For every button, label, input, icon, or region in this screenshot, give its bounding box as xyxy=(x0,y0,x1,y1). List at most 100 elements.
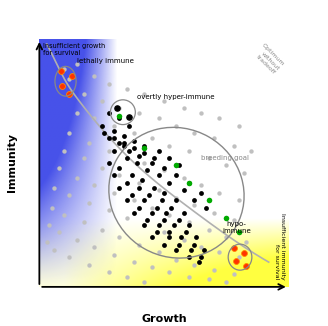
Point xyxy=(231,217,236,223)
Point xyxy=(199,190,204,195)
Point xyxy=(107,160,112,166)
Point xyxy=(67,131,72,136)
Point xyxy=(116,173,122,178)
Point xyxy=(67,76,72,82)
Point xyxy=(186,255,192,260)
Point xyxy=(181,175,187,181)
Point xyxy=(161,242,167,247)
Point xyxy=(171,222,176,228)
Point xyxy=(127,114,132,120)
Point xyxy=(112,148,117,153)
Point xyxy=(166,156,172,161)
Point xyxy=(191,131,196,136)
Point xyxy=(141,143,147,148)
Point xyxy=(67,255,72,260)
Text: hypo-
immune: hypo- immune xyxy=(222,221,251,234)
Point xyxy=(116,113,122,119)
Point xyxy=(236,255,241,260)
Text: overtly hyper-immune: overtly hyper-immune xyxy=(136,94,214,100)
Point xyxy=(112,173,117,178)
Point xyxy=(74,237,79,243)
Point xyxy=(141,222,147,228)
Point xyxy=(236,123,241,128)
Point xyxy=(136,242,142,247)
Point xyxy=(112,136,117,141)
Point xyxy=(174,257,179,262)
Point xyxy=(176,163,182,168)
Point xyxy=(149,205,154,210)
Point xyxy=(132,210,137,215)
Point xyxy=(166,143,172,148)
Point xyxy=(139,178,144,183)
Text: Growth: Growth xyxy=(141,314,187,324)
Point xyxy=(132,131,137,136)
Point xyxy=(166,269,172,274)
Point xyxy=(136,111,142,116)
Point xyxy=(124,180,129,185)
Point xyxy=(82,91,87,96)
Point xyxy=(116,185,122,190)
Point xyxy=(107,136,112,141)
Point xyxy=(156,116,162,121)
Point xyxy=(199,183,204,188)
Point xyxy=(57,230,62,235)
Point xyxy=(231,143,236,148)
Point xyxy=(166,180,172,185)
Point xyxy=(141,198,147,203)
Point xyxy=(82,220,87,225)
Point xyxy=(112,190,117,195)
Point xyxy=(216,190,221,195)
Point xyxy=(224,163,229,168)
Point xyxy=(129,173,134,178)
Point xyxy=(196,259,201,265)
Point xyxy=(206,227,212,232)
Point xyxy=(62,66,67,71)
Point xyxy=(124,86,129,91)
Point xyxy=(49,205,54,210)
Point xyxy=(132,198,137,203)
Point xyxy=(99,165,104,170)
Point xyxy=(186,180,192,185)
Point xyxy=(181,188,187,193)
Point xyxy=(144,168,149,173)
Point xyxy=(58,69,63,74)
Point xyxy=(231,272,236,277)
Point xyxy=(211,267,216,272)
Point xyxy=(141,151,147,156)
Point xyxy=(141,160,147,166)
Point xyxy=(186,274,192,280)
Text: Optimum
without
tradeoff: Optimum without tradeoff xyxy=(252,43,285,75)
Point xyxy=(174,123,179,128)
Point xyxy=(57,165,62,170)
Point xyxy=(124,274,129,280)
Point xyxy=(136,205,142,210)
Point xyxy=(149,160,154,166)
Point xyxy=(164,210,169,215)
Point xyxy=(234,258,239,263)
Point xyxy=(112,123,117,128)
Text: breeding goal: breeding goal xyxy=(201,155,249,161)
Point xyxy=(204,205,209,210)
Point xyxy=(161,165,167,170)
Point xyxy=(136,185,142,190)
Point xyxy=(174,163,179,168)
Point xyxy=(116,116,122,121)
Point xyxy=(62,213,67,218)
Point xyxy=(181,106,187,111)
Point xyxy=(107,111,112,116)
Point xyxy=(216,116,221,121)
Point xyxy=(92,183,97,188)
Point xyxy=(166,213,172,218)
Point xyxy=(82,156,87,161)
Point xyxy=(116,141,122,146)
Point xyxy=(67,193,72,198)
Point xyxy=(102,131,107,136)
Point xyxy=(236,230,241,235)
Point xyxy=(184,230,189,235)
Point xyxy=(149,264,154,270)
Point xyxy=(152,185,157,190)
Point xyxy=(52,247,57,252)
Point xyxy=(161,190,167,195)
Point xyxy=(161,168,167,173)
Point xyxy=(121,133,127,138)
